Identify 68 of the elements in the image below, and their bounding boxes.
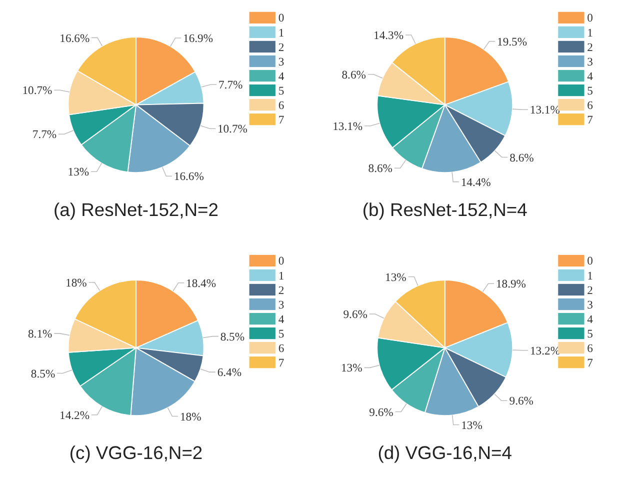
legend-label: 4 [278,312,284,326]
data-label: 7.7% [218,78,244,92]
data-label: 8.5% [30,367,56,380]
legend-label: 0 [278,254,284,268]
data-label: 14.4% [460,176,492,189]
legend-label: 7 [587,356,594,370]
data-label: 8.1% [28,328,52,340]
data-label: 6.4% [217,366,242,380]
data-label: 13.2% [530,344,560,358]
data-label: 13.1% [530,104,560,117]
legend-label: 5 [278,327,284,340]
legend-label: 5 [278,84,284,98]
data-label: 19.5% [497,35,528,48]
data-label: 14.2% [60,408,90,422]
data-label: 9.6% [369,406,394,419]
legend-label: 7 [278,356,284,370]
data-label: 16.6% [60,32,90,45]
data-label: 13% [461,418,483,432]
data-label: 8.6% [368,162,393,176]
legend-label: 6 [587,98,594,112]
legend-label: 2 [278,284,284,297]
legend-label: 7 [278,113,284,126]
data-label: 13% [340,362,363,375]
data-label: 13% [385,270,407,284]
legend-label: 6 [278,98,284,112]
text: (b) ResNet-152,N=4 [362,199,528,220]
legend-label: 4 [587,70,594,83]
legend-label: 0 [278,12,284,25]
text: (a) ResNet-152,N=2 [54,199,218,220]
legend-label: 6 [587,342,594,355]
data-label: 18% [66,276,88,290]
legend-label: 5 [587,327,594,340]
data-label: 14.3% [374,29,404,42]
legend-label: 5 [587,84,594,98]
data-label: 16.9% [183,32,214,46]
text: (d) VGG-16,N=4 [378,442,512,464]
legend-label: 4 [278,70,284,83]
legend-label: 2 [587,284,594,297]
legend-label: 0 [587,254,594,268]
legend-label: 6 [278,342,284,355]
data-label: 13% [68,166,90,179]
data-label: 9.6% [509,394,534,408]
data-label: 8.5% [220,330,245,344]
legend-label: 1 [587,26,594,40]
data-label: 7.7% [32,128,57,142]
legend-label: 1 [587,269,594,282]
legend-label: 1 [278,26,284,40]
data-label: 13.1% [332,120,363,133]
data-label: 18.4% [186,276,216,290]
text: (c) VGG-16,N=2 [69,442,203,464]
data-label: 18.9% [496,278,526,291]
data-label: 16.6% [174,170,204,184]
legend-label: 2 [587,40,594,54]
data-label: 18% [180,410,202,424]
legend-label: 4 [587,312,594,326]
legend-label: 3 [587,55,594,68]
data-label: 10.7% [217,122,248,136]
legend-label: 3 [278,298,284,312]
legend-label: 3 [587,298,594,312]
data-label: 9.6% [343,308,368,322]
legend-label: 1 [278,269,284,282]
data-label: 10.7% [22,84,53,98]
data-label: 8.6% [342,68,366,82]
legend-label: 3 [278,55,284,68]
legend-label: 7 [587,113,594,126]
data-label: 8.6% [510,151,534,164]
legend-label: 0 [587,12,594,25]
legend-label: 2 [278,40,284,54]
